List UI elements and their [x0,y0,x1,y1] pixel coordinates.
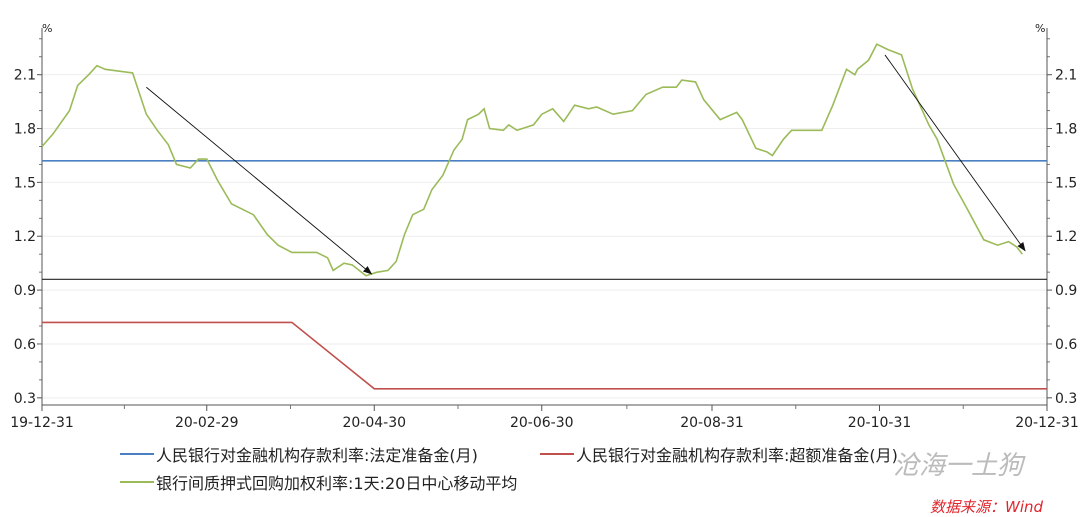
x-tick-label: 20-10-31 [848,415,912,430]
y-tick-label-right: 0.3 [1055,391,1077,407]
y-tick-label-left: 0.3 [14,391,36,407]
source-note: 数据来源：Wind [930,498,1044,516]
series-line-1 [42,321,1047,390]
trend-arrow [884,54,1026,252]
y-tick-label-right: 0.9 [1055,283,1077,299]
legend-label: 银行间质押式回购加权利率:1天:20日中心移动平均 [156,474,518,493]
x-tick-label: 20-06-30 [510,415,574,430]
y-tick-label-left: 0.9 [14,283,36,299]
legend-swatch [120,481,154,483]
y-tick-label-left: 2.1 [14,68,36,84]
y-tick-label-right: 1.8 [1055,122,1077,138]
watermark: 沧海一土狗 [893,451,1024,481]
series-line-2 [41,43,1023,277]
legend-label: 人民银行对金融机构存款利率:法定准备金(月) [156,446,478,465]
x-tick-label: 20-08-31 [680,415,744,430]
x-tick-label: 20-12-31 [1015,415,1079,430]
legend-label: 人民银行对金融机构存款利率:超额准备金(月) [576,446,898,465]
legend-item-excess-reserve: 人民银行对金融机构存款利率:超额准备金(月) [540,442,898,466]
x-tick-label: 19-12-31 [10,415,74,430]
y-tick-label-left: 0.6 [14,337,36,353]
y-tick-label-right: 1.2 [1055,229,1077,245]
y-tick-label-left: 1.8 [14,122,36,138]
y-tick-label-left: 1.2 [14,229,36,245]
x-tick-label: 20-02-29 [175,415,239,430]
legend-swatch [540,453,574,455]
x-tick-label: 20-04-30 [342,415,406,430]
y-tick-label-right: 1.5 [1055,175,1077,191]
y-tick-label-left: 1.5 [14,175,36,191]
legend-item-required-reserve: 人民银行对金融机构存款利率:法定准备金(月) [120,442,478,466]
y-unit-left: % [42,22,52,35]
y-tick-label-right: 0.6 [1055,337,1077,353]
trend-arrow [146,86,373,275]
y-tick-label-right: 2.1 [1055,68,1077,84]
legend-swatch [120,453,154,455]
line-chart: 0.3 0.3 0.6 0.6 0.9 0.9 1.2 1.2 1.5 1.5 1.8 1.8 2.1 2… [10,22,1079,430]
legend-item-repo-rate: 银行间质押式回购加权利率:1天:20日中心移动平均 [120,470,517,494]
y-unit-right: % [1035,22,1045,35]
